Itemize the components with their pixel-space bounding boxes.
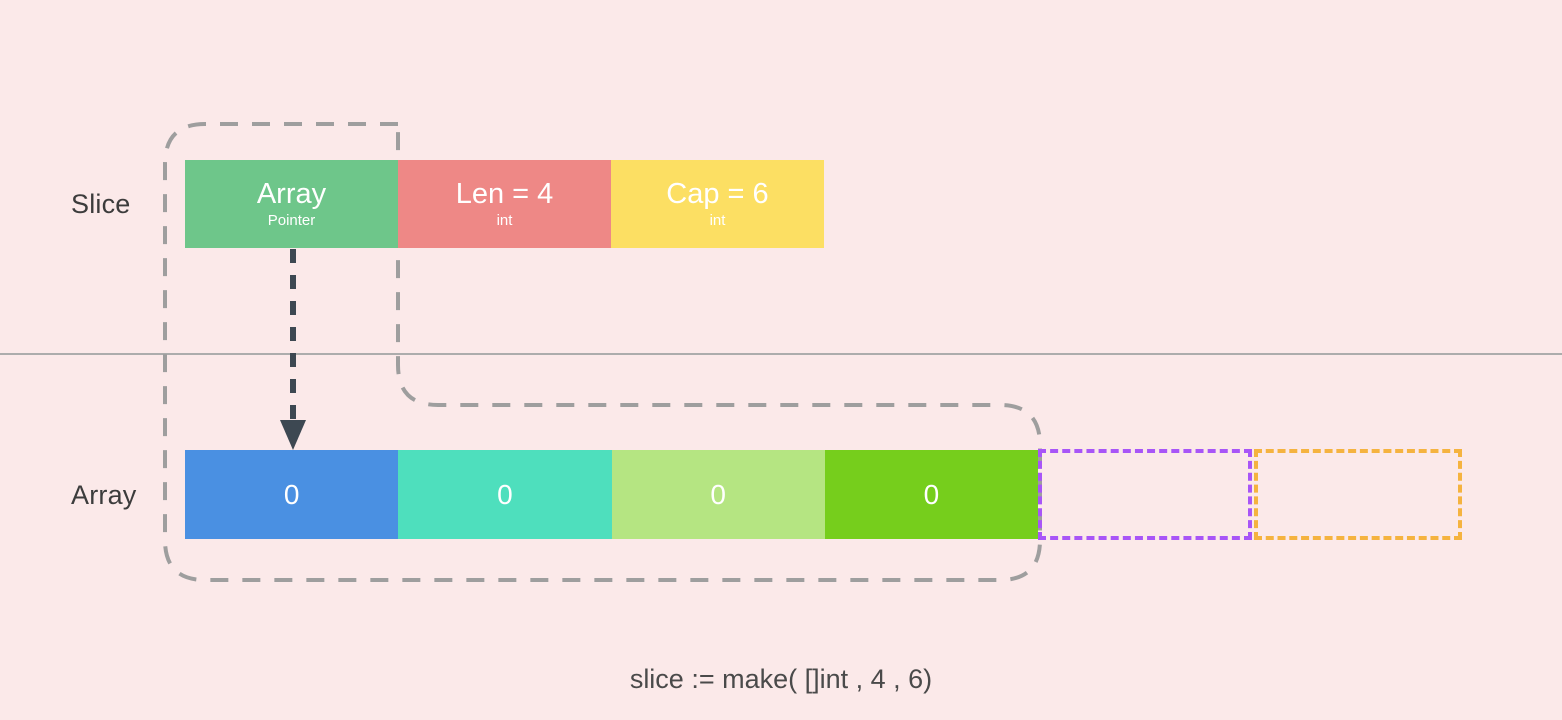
slice-field-cap-title: Cap = 6	[666, 177, 769, 210]
slice-field-cap: Cap = 6 int	[611, 160, 824, 248]
slice-field-len-type: int	[496, 212, 513, 230]
slice-field-array-pointer: Array Pointer	[185, 160, 398, 248]
code-caption: slice := make( []int , 4 , 6)	[629, 664, 933, 694]
slice-field-len-title: Len = 4	[455, 177, 554, 210]
array-cell-0: 0	[185, 450, 399, 539]
array-cell-3: 0	[824, 450, 1038, 539]
spare-capacity-slot-purple	[1038, 449, 1252, 540]
backing-array: 0 0 0 0	[185, 450, 1038, 539]
slice-field-cap-type: int	[709, 212, 726, 230]
slice-field-len: Len = 4 int	[398, 160, 611, 248]
section-divider	[0, 353, 1562, 355]
slice-header: Array Pointer Len = 4 int Cap = 6 int	[185, 160, 824, 248]
array-cell-1: 0	[398, 450, 612, 539]
slice-field-array-pointer-type: Pointer	[267, 212, 316, 230]
row-label-slice: Slice	[71, 189, 131, 219]
spare-capacity-slot-orange	[1254, 449, 1462, 540]
pointer-arrow-head	[280, 420, 306, 450]
slice-field-array-pointer-title: Array	[256, 177, 327, 210]
row-label-array: Array	[71, 480, 137, 510]
array-cell-2: 0	[611, 450, 825, 539]
